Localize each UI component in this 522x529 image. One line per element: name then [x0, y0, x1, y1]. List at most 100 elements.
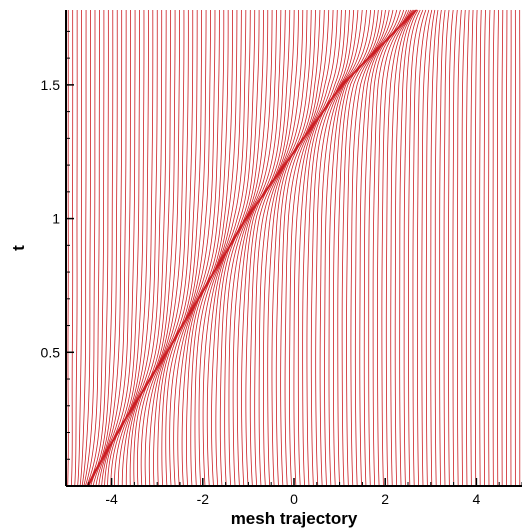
mesh-trajectory — [267, 9, 342, 487]
mesh-trajectory — [497, 9, 499, 487]
mesh-trajectory — [90, 9, 145, 487]
mesh-trajectory — [412, 9, 427, 487]
mesh-trajectory — [315, 9, 386, 487]
mesh-trajectory — [337, 9, 405, 487]
mesh-trajectory — [87, 9, 109, 487]
y-tick-label: 0.5 — [41, 344, 61, 360]
mesh-trajectory — [368, 9, 417, 487]
mesh-trajectory — [275, 9, 350, 487]
mesh-trajectory — [173, 9, 247, 487]
mesh-trajectory — [121, 9, 189, 487]
mesh-trajectory — [434, 9, 442, 487]
mesh-trajectory — [421, 9, 433, 487]
mesh-trajectory — [263, 9, 338, 487]
mesh-trajectory — [245, 9, 321, 487]
mesh-trajectory — [452, 9, 458, 487]
mesh-trajectory — [372, 9, 418, 487]
mesh-trajectory — [249, 9, 325, 487]
mesh-trajectory — [488, 9, 491, 487]
mesh-trajectory — [87, 10, 123, 487]
mesh-trajectory — [399, 9, 419, 487]
mesh-trajectory — [385, 9, 417, 487]
mesh-trajectory — [79, 10, 87, 487]
mesh-trajectory — [439, 9, 446, 487]
mesh-trajectory — [354, 9, 413, 487]
mesh-trajectory — [236, 9, 312, 487]
mesh-trajectory — [363, 9, 416, 487]
mesh-trajectory — [341, 9, 407, 487]
x-tick-label: 4 — [473, 491, 481, 507]
mesh-trajectory — [232, 9, 308, 487]
mesh-trajectory — [333, 9, 401, 487]
mesh-trajectory — [84, 9, 100, 487]
mesh-trajectory — [177, 9, 251, 487]
mesh-trajectory — [456, 9, 462, 487]
y-ticks: 0.5 1 1.5 — [41, 30, 74, 460]
mesh-trajectory — [328, 9, 398, 487]
mesh-trajectory — [390, 9, 417, 487]
mesh-trajectory — [74, 10, 78, 487]
mesh-trajectory — [117, 9, 185, 487]
mesh-trajectory — [88, 9, 114, 487]
mesh-trajectory — [87, 9, 136, 487]
mesh-trajectory — [148, 9, 220, 487]
mesh-trajectory — [319, 9, 390, 487]
mesh-trajectory — [479, 9, 482, 487]
x-ticks: -4 -2 0 2 4 — [65, 478, 522, 507]
mesh-trajectory — [448, 9, 454, 487]
mesh-trajectory — [215, 9, 291, 487]
mesh-trajectory — [492, 9, 495, 487]
mesh-trajectory — [306, 9, 379, 487]
mesh-trajectory — [219, 9, 295, 487]
mesh-trajectory — [403, 9, 421, 487]
x-tick-label: -4 — [105, 491, 118, 507]
mesh-trajectory — [169, 9, 242, 487]
mesh-trajectory — [271, 9, 346, 487]
mesh-trajectory — [258, 9, 334, 487]
mesh-trajectory — [165, 9, 238, 487]
mesh-trajectory — [161, 10, 233, 487]
y-tick-label: 1 — [52, 211, 60, 227]
mesh-trajectory — [501, 9, 504, 487]
mesh-trajectory — [483, 9, 486, 487]
mesh-trajectory — [359, 9, 415, 487]
mesh-trajectory — [86, 10, 105, 487]
mesh-trajectory — [153, 9, 225, 487]
mesh-trajectory — [254, 9, 330, 487]
mesh-trajectory — [70, 10, 74, 487]
mesh-trajectory — [505, 9, 508, 487]
mesh-trajectory — [443, 9, 450, 487]
mesh-trajectory — [228, 9, 304, 487]
x-axis-title: mesh trajectory — [231, 509, 358, 528]
mesh-trajectory — [88, 9, 118, 487]
mesh-trajectory — [425, 9, 436, 487]
mesh-trajectory — [140, 10, 211, 487]
mesh-trajectory — [224, 9, 299, 487]
mesh-trajectory — [83, 10, 96, 487]
mesh-trajectory — [346, 9, 410, 487]
mesh-trajectory — [241, 9, 316, 487]
mesh-trajectory — [470, 9, 474, 487]
mesh-trajectory-lines — [67, 9, 521, 487]
mesh-trajectory — [88, 9, 140, 487]
mesh-trajectory — [324, 9, 394, 487]
mesh-trajectory — [474, 9, 478, 487]
mesh-trajectory — [206, 9, 282, 487]
mesh-trajectory — [408, 9, 424, 487]
mesh-trajectory — [211, 9, 286, 487]
mesh-trajectory — [67, 10, 69, 487]
mesh-trajectory — [144, 10, 216, 487]
mesh-trajectory — [95, 9, 154, 487]
mesh-trajectory — [310, 9, 383, 487]
y-axis-title: t — [9, 245, 28, 251]
mesh-trajectory — [157, 10, 229, 487]
mesh-trajectory — [465, 9, 470, 487]
mesh-trajectory — [92, 9, 149, 487]
mesh-trajectory — [430, 9, 439, 487]
mesh-trajectory — [81, 9, 91, 487]
x-tick-label: -2 — [197, 491, 210, 507]
mesh-trajectory — [77, 10, 83, 487]
y-tick-label: 1.5 — [41, 77, 61, 93]
mesh-trajectory — [125, 9, 194, 487]
mesh-trajectory — [394, 9, 417, 487]
